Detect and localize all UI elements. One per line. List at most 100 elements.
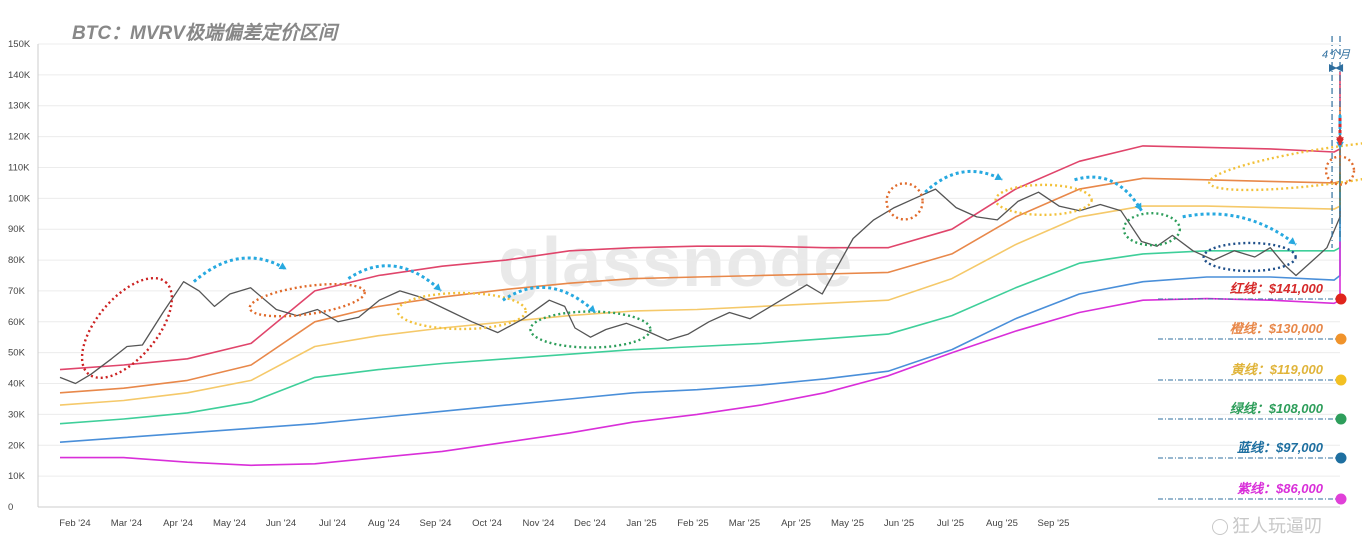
duration-arrow-head-left [1335, 64, 1344, 72]
band-label-value: $141,000 [1268, 281, 1324, 296]
arrow-blue-4 [924, 169, 1004, 194]
band-label-value: $97,000 [1275, 440, 1324, 455]
y-tick-label: 140K [8, 70, 31, 81]
x-tick-label: Aug '24 [368, 518, 400, 529]
band-label-value: $130,000 [1268, 321, 1324, 336]
band-label-blue: 蓝线：$97,000 [1237, 440, 1324, 455]
band-label-name: 绿线： [1230, 401, 1269, 416]
y-tick-label: 150K [8, 39, 31, 50]
band-label-value: $86,000 [1275, 481, 1324, 496]
arrow-blue-6-head [1288, 237, 1296, 245]
duration-arrow-head-right [1329, 64, 1337, 72]
zone-blue-1 [1202, 241, 1297, 273]
band-label-name: 黄线： [1231, 362, 1270, 377]
x-tick-label: Feb '25 [677, 518, 708, 529]
price-line [59, 126, 1341, 385]
band-label-green: 绿线：$108,000 [1230, 401, 1324, 416]
x-axis: Feb '24 Mar '24 Apr '24 May '24 Jun '24 Jul '… [38, 506, 1340, 529]
arrow-blue-5-head [1134, 202, 1142, 211]
y-tick-label: 40K [8, 379, 26, 390]
arrow-blue-1-head [278, 262, 287, 270]
x-tick-label: Jul '25 [937, 518, 964, 529]
btc-price-line [59, 126, 1341, 385]
x-tick-label: Jul '24 [319, 518, 346, 529]
band-line-red [59, 71, 1341, 371]
grid-lines [38, 43, 1340, 508]
y-tick-label: 50K [8, 348, 26, 359]
zone-orange-1 [248, 282, 366, 318]
band-label-red: 红线：$141,000 [1230, 281, 1324, 296]
x-tick-label: Mar '24 [111, 518, 142, 529]
x-tick-label: May '24 [213, 518, 246, 529]
x-tick-label: Nov '24 [523, 518, 555, 529]
x-tick-label: Jun '24 [266, 518, 296, 529]
zone-yellow-4mo [1208, 137, 1362, 192]
footer-watermark: 狂人玩逼叨 [1212, 512, 1322, 538]
y-tick-label: 100K [8, 193, 31, 204]
x-tick-label: Oct '24 [472, 518, 502, 529]
band-line-blue [59, 207, 1341, 443]
y-tick-label: 110K [8, 162, 30, 173]
band-dot-green [1335, 413, 1347, 425]
band-label-value: $108,000 [1268, 401, 1324, 416]
band-line-orange [59, 105, 1341, 394]
zone-red-breakout [80, 276, 174, 380]
arrow-red-2-head [1336, 137, 1344, 145]
band-lines [59, 71, 1341, 467]
y-tick-label: 130K [8, 101, 31, 112]
y-tick-label: 80K [8, 255, 26, 266]
x-tick-label: Sep '25 [1038, 518, 1070, 529]
arrow-blue-3 [502, 285, 597, 314]
y-tick-label: 60K [8, 317, 26, 328]
zone-orange-end [1324, 155, 1356, 186]
y-tick-label: 120K [8, 132, 31, 143]
band-label-name: 蓝线： [1237, 440, 1276, 455]
arrow-blue-2-head [433, 283, 442, 291]
band-dot-yellow [1335, 374, 1347, 386]
zone-yellow-2 [994, 183, 1093, 217]
page-title: BTC：MVRV极端偏差定价区间 [72, 23, 337, 44]
y-tick-label: 90K [8, 224, 26, 235]
x-tick-label: Sep '24 [420, 518, 452, 529]
x-tick-label: Aug '25 [986, 518, 1018, 529]
band-line-purple [60, 241, 1341, 467]
x-tick-label: Jun '25 [884, 518, 914, 529]
band-label-value: $119,000 [1269, 362, 1324, 377]
footer-logo-icon [1212, 519, 1228, 536]
y-tick-label: 10K [8, 471, 26, 482]
footer-watermark-text: 狂人玩逼叨 [1232, 516, 1322, 536]
x-tick-label: Jan '25 [626, 518, 656, 529]
y-tick-label: 30K [8, 409, 26, 420]
band-dot-blue [1335, 452, 1347, 464]
band-dot-red [1335, 293, 1347, 305]
arrow-blue-5 [1074, 175, 1143, 212]
x-tick-label: Apr '24 [163, 518, 193, 529]
arrow-blue-2 [347, 264, 443, 293]
band-label-name: 紫线： [1237, 481, 1276, 496]
y-axis: 0 10K 20K 30K 40K 50K 60K 70K 80K 90K 100K 110K 120K… [8, 39, 39, 513]
arrow-blue-3-head [587, 304, 596, 313]
band-dot-orange [1335, 333, 1347, 345]
band-label-orange: 橙线：$130,000 [1230, 321, 1324, 336]
zone-green-1 [529, 310, 652, 349]
band-labels: 红线：$141,000 橙线：$130,000 黄线：$119,000 绿线：$108… [1158, 281, 1347, 505]
band-dot-purple [1335, 493, 1347, 505]
zone-green-2 [1122, 211, 1182, 247]
band-label-yellow: 黄线：$119,000 [1231, 362, 1324, 377]
arrow-blue-1 [192, 256, 288, 283]
band-label-name: 橙线： [1230, 321, 1269, 336]
y-tick-label: 0 [8, 502, 13, 513]
x-tick-label: May '25 [831, 518, 864, 529]
band-line-green [59, 173, 1341, 425]
y-tick-label: 20K [8, 440, 26, 451]
arrow-blue-6 [1182, 212, 1297, 246]
x-tick-label: Mar '25 [729, 518, 760, 529]
zone-yellow-1 [396, 291, 527, 331]
annotation-layer: 4个月 [80, 36, 1362, 380]
duration-label: 4个月 [1322, 48, 1351, 61]
zone-orange-2 [885, 182, 924, 221]
x-tick-label: Feb '24 [59, 518, 90, 529]
band-label-purple: 紫线：$86,000 [1237, 481, 1324, 496]
